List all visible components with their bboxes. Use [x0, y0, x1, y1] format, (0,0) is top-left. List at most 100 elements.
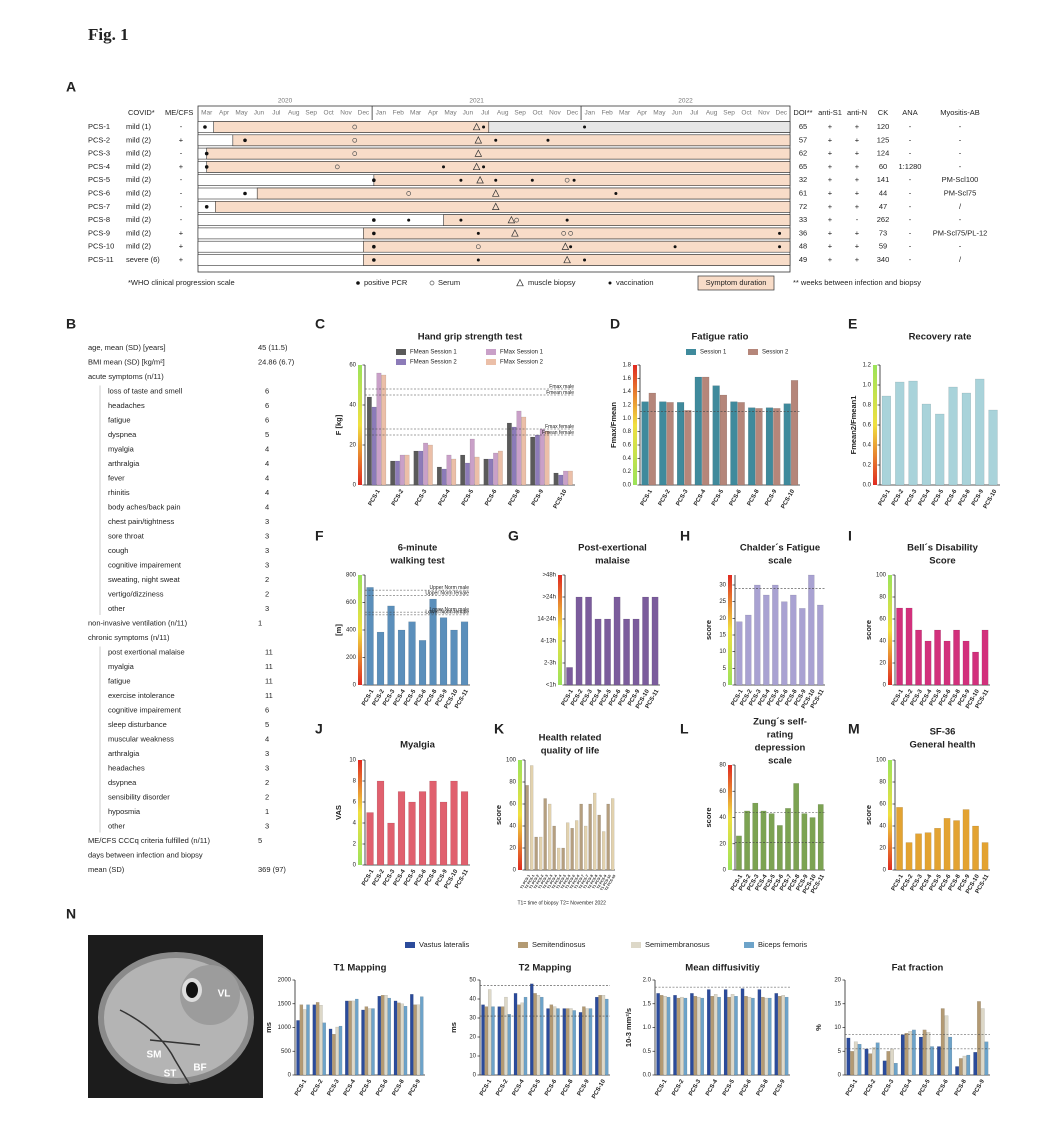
cell: severe (6) [126, 255, 160, 264]
x-tick-label: PCS-4 [705, 1078, 719, 1097]
x-tick-label: T2 PCS-4 [551, 874, 562, 890]
legend-label: Vastus lateralis [419, 940, 470, 949]
chart-title: scale [768, 556, 792, 567]
bar [801, 813, 808, 871]
y-tick-label: 80 [879, 780, 886, 786]
bar [534, 836, 538, 871]
cell: mild (2) [126, 202, 152, 211]
bar [808, 574, 815, 686]
bar [781, 601, 788, 686]
chart-title: malaise [595, 556, 630, 567]
x-tick-label: PCS-1 [479, 1078, 493, 1097]
chart-note: T1= time of biopsy [518, 900, 559, 906]
month-label: Oct [532, 110, 542, 117]
cell: 72 [799, 202, 807, 211]
vaccination-dot [569, 245, 573, 249]
bar [659, 995, 664, 1076]
bar [539, 836, 543, 871]
bar [460, 791, 469, 866]
bar [604, 618, 611, 686]
bar [937, 1046, 941, 1076]
table-value: 2 [265, 792, 269, 801]
bar [850, 1051, 854, 1076]
cell: 125 [877, 135, 890, 144]
bar [404, 454, 410, 486]
x-tick-label: PCS-3 [414, 488, 428, 507]
image-label: BF [193, 1063, 206, 1074]
cell: 1:1280 [899, 162, 922, 171]
biopsy-triangle [472, 122, 481, 131]
panel-label: D [610, 316, 620, 332]
serum-circle [352, 151, 358, 156]
y-tick-label: 200 [346, 655, 357, 661]
scale-gradient [358, 365, 362, 485]
bar [648, 392, 656, 486]
bar [817, 604, 824, 686]
bar [328, 1028, 333, 1076]
table-label: dyspnea [108, 430, 137, 439]
y-tick-label: 25 [719, 599, 726, 605]
month-label: Oct [324, 110, 334, 117]
table-value: 45 (11.5) [258, 343, 288, 352]
y-tick-label: 8 [353, 779, 357, 785]
bar [390, 460, 396, 486]
bar [723, 989, 728, 1076]
panel-label: J [315, 721, 323, 737]
biopsy-triangle [472, 162, 481, 171]
pcr-dot [372, 231, 376, 236]
bar [397, 1002, 401, 1076]
bar [418, 640, 427, 686]
bar [594, 618, 602, 686]
cell: 61 [799, 188, 807, 197]
y-tick-label: 20 [509, 846, 516, 852]
bar [332, 1034, 336, 1076]
bar [387, 605, 395, 686]
bar [710, 996, 715, 1076]
table-label: cognitive impairement [108, 560, 182, 569]
row-label: PCS-3 [88, 149, 110, 158]
y-tick-label: 2000 [278, 978, 292, 984]
cell: + [828, 215, 833, 224]
table-value: 11 [265, 662, 273, 671]
chart-title: Post-exertional [578, 543, 647, 554]
y-tick-label: 0.5 [643, 1049, 652, 1055]
y-tick-label: 80 [509, 780, 516, 786]
pcr-dot [243, 138, 247, 143]
bar [504, 996, 508, 1076]
legend-symbol [516, 278, 524, 287]
bar [926, 1032, 931, 1076]
scale-gradient [633, 365, 637, 485]
month-label: Sep [723, 110, 735, 117]
table-label: vertigo/dizziness [108, 589, 164, 598]
bar [493, 452, 498, 486]
x-tick-label: PCS-9 [408, 1078, 422, 1097]
cell: - [959, 122, 962, 131]
scale-gradient [518, 760, 522, 870]
reference-label: Lower Norm female [425, 610, 469, 616]
bar [673, 995, 677, 1076]
bar [523, 996, 528, 1076]
bar [553, 472, 559, 486]
month-label: Mar [410, 110, 422, 117]
bar [912, 1029, 916, 1076]
legend-label: FMean Session 1 [410, 350, 457, 356]
bar [772, 584, 779, 686]
bar [962, 640, 970, 686]
vaccination-dot [494, 138, 498, 142]
y-tick-label: 40 [349, 403, 356, 409]
bar [904, 1033, 909, 1076]
month-label: Jul [272, 110, 281, 117]
x-tick-label: PCS-10 [781, 488, 797, 510]
bar [659, 401, 667, 486]
x-tick-label: PCS-3 [688, 1078, 702, 1097]
bar [451, 458, 457, 486]
bar [857, 1043, 862, 1076]
bar [397, 791, 406, 866]
serum-circle [352, 124, 358, 130]
bar [943, 818, 951, 871]
bar [948, 1036, 953, 1076]
bar [585, 596, 592, 686]
x-tick-label: T1 PCS-9 [592, 874, 603, 890]
x-tick-label: PCS-5 [461, 488, 475, 507]
column-header: ME/CFS [165, 108, 193, 117]
